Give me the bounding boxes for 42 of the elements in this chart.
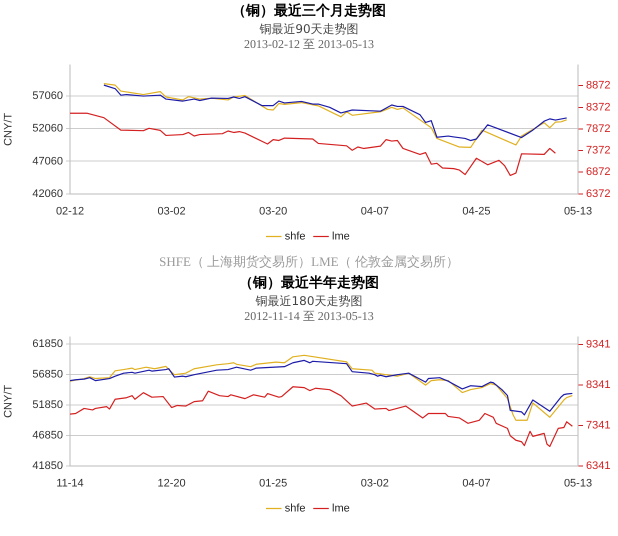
legend-label: lme <box>332 502 350 515</box>
x-tick-label: 05-13 <box>564 205 592 218</box>
x-tick-label: 03-02 <box>360 477 389 490</box>
y-tick-label: 42060 <box>32 188 63 200</box>
y2-tick-label: 8372 <box>586 101 610 114</box>
chart-subtitle: 铜最近180天走势图 2012-11-14 至 2013-05-13 <box>243 294 375 324</box>
x-tick-label: 05-13 <box>564 477 592 490</box>
y2-tick-label: 6372 <box>586 188 610 200</box>
chart-title: （铜）最近半年走势图 <box>238 274 380 293</box>
y-tick-label: 41850 <box>32 460 63 472</box>
legend-label: lme <box>332 230 350 243</box>
x-tick-label: 04-07 <box>462 477 490 490</box>
y-tick-label: 61850 <box>32 338 63 350</box>
y2-tick-label: 6341 <box>586 460 610 472</box>
x-tick-label: 04-25 <box>462 205 490 218</box>
y2-tick-label: 8341 <box>586 378 610 391</box>
x-tick-label: 01-25 <box>259 477 288 490</box>
y2-tick-label: 9341 <box>586 338 610 350</box>
y-tick-label: 52060 <box>32 122 63 135</box>
x-tick-label: 11-14 <box>56 477 84 490</box>
x-tick-label: 03-02 <box>158 205 186 218</box>
x-tick-label: 12-20 <box>158 477 186 490</box>
y2-tick-label: 7341 <box>586 419 610 432</box>
y2-tick-label: 7372 <box>586 144 610 157</box>
y2-tick-label: 8872 <box>586 80 610 92</box>
y-tick-label: 47060 <box>32 155 63 168</box>
chart-title: （铜）最近三个月走势图 <box>231 2 387 21</box>
text: SHFE（ 上海期货交易所）LME（ 伦敦金属交易所） <box>158 253 460 271</box>
y2-tick-label: 7872 <box>586 122 610 135</box>
y-axis-title: CNY/T <box>2 112 15 146</box>
chart-subtitle: 铜最近90天走势图 2013-02-12 至 2013-05-13 <box>243 22 375 52</box>
x-tick-label: 04-07 <box>360 205 389 218</box>
y-tick-label: 51850 <box>32 398 63 411</box>
legend-label: shfe <box>284 502 306 515</box>
x-tick-label: 02-12 <box>56 205 84 218</box>
y-tick-label: 57060 <box>32 90 63 102</box>
y-tick-label: 46850 <box>32 429 63 442</box>
y-axis-title: CNY/T <box>2 384 15 418</box>
legend-label: shfe <box>284 230 306 243</box>
y-tick-label: 56850 <box>32 368 63 380</box>
y2-tick-label: 6872 <box>586 166 610 178</box>
x-tick-label: 03-20 <box>259 205 288 218</box>
